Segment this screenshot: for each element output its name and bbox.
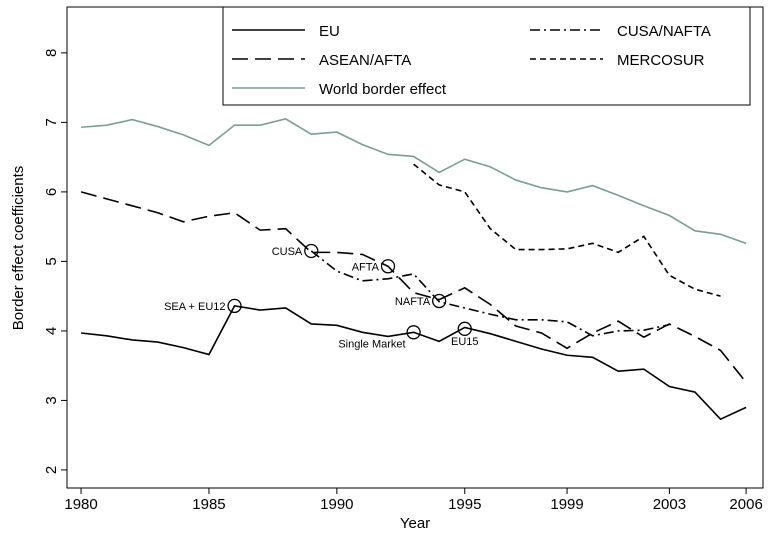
series-line [413, 163, 721, 297]
series-line [81, 118, 747, 245]
legend-label: CUSA/NAFTA [617, 23, 711, 40]
annotation-marker [227, 298, 242, 314]
annotation-marker [380, 259, 396, 274]
legend-label: World border effect [319, 81, 447, 98]
legend-label: ASEAN/AFTA [319, 52, 411, 69]
annotation-label: SEA + EU12 [164, 301, 225, 313]
y-tick-label: 4 [43, 327, 60, 335]
annotation-marker [304, 243, 319, 259]
x-tick-label: 1980 [64, 496, 97, 513]
series-line [80, 305, 747, 421]
annotation-label: EU15 [451, 336, 479, 348]
legend-label: EU [319, 23, 340, 40]
annotation-label: AFTA [352, 261, 380, 273]
x-tick-label: 1995 [448, 496, 481, 513]
annotation-marker [457, 321, 472, 336]
x-tick-label: 2006 [729, 496, 762, 513]
legend-box [222, 6, 751, 106]
annotation-label: NAFTA [395, 296, 431, 308]
legend-label: MERCOSUR [617, 52, 705, 69]
x-tick-label: 1990 [320, 496, 353, 513]
x-tick-label: 2003 [653, 496, 686, 513]
x-axis-title: Year [400, 515, 430, 532]
y-tick-label: 5 [43, 257, 60, 265]
annotation-marker [406, 325, 421, 340]
series-line [80, 191, 747, 383]
y-tick-label: 2 [43, 466, 60, 474]
annotation-label: CUSA [272, 246, 303, 258]
y-tick-label: 8 [43, 49, 60, 57]
annotation-label: Single Market [338, 338, 405, 350]
y-axis-title: Border effect coefficients [10, 166, 27, 331]
annotation-marker [432, 293, 447, 309]
x-tick-label: 1999 [550, 496, 583, 513]
series-line [310, 250, 670, 337]
y-tick-label: 7 [43, 118, 60, 126]
y-tick-label: 6 [43, 188, 60, 196]
x-tick-label: 1985 [192, 496, 225, 513]
y-tick-label: 3 [43, 396, 60, 404]
